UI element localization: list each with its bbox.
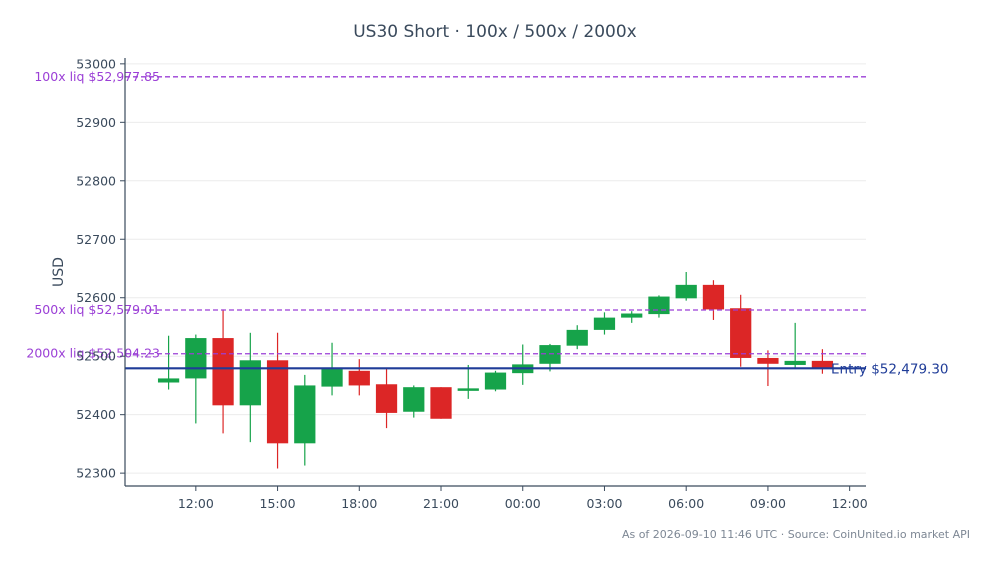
y-tick-label: 52500: [76, 349, 116, 364]
candle-body-up: [484, 372, 507, 390]
source-footer: As of 2026-09-10 11:46 UTC · Source: Coi…: [622, 528, 970, 541]
candle-body-up: [566, 329, 588, 346]
gridlines: [125, 63, 866, 474]
candles: [157, 272, 834, 469]
candle-body-down: [430, 387, 452, 419]
x-tick-label: 06:00: [668, 496, 704, 511]
entry-label: Entry $52,479.30: [831, 361, 949, 377]
y-tick-label: 52600: [76, 290, 116, 305]
candle-body-up: [539, 345, 561, 364]
candle-body-up: [185, 338, 207, 379]
candle-body-up: [648, 296, 670, 315]
candle-body-up: [321, 369, 343, 387]
y-tick-label: 52900: [76, 115, 116, 130]
candle-body-up: [784, 360, 806, 365]
axes: 52300 52400 52500 52600 52700 52800 52900 53000…: [76, 56, 867, 511]
candle-body-up: [593, 317, 616, 330]
y-tick-label: 52300: [76, 466, 116, 481]
x-tick-label: 12:00: [832, 496, 868, 511]
y-tick-label: 53000: [76, 56, 116, 71]
candle-body-up: [157, 378, 180, 383]
liquidation-label: 500x liq $52,579.01: [34, 302, 160, 317]
y-axis-label: USD: [51, 257, 67, 287]
candle-body-up: [621, 313, 643, 318]
x-tick-label: 15:00: [260, 496, 296, 511]
candle-body-down: [212, 338, 234, 406]
candle-body-up: [403, 387, 425, 412]
liquidation-label: 100x liq $52,977.85: [34, 69, 160, 84]
candle-body-up: [675, 284, 697, 299]
candle-body-down: [757, 357, 779, 364]
reference-lines: 100x liq $52,977.85 500x liq $52,579.01 20…: [26, 69, 948, 378]
candle-body-down: [702, 284, 725, 310]
candle-body-down: [266, 360, 289, 444]
candle-body-up: [294, 385, 316, 444]
y-tick-label: 52700: [76, 232, 116, 247]
x-tick-label: 12:00: [178, 496, 214, 511]
liquidation-label: 2000x liq $52,504.23: [26, 346, 160, 361]
x-tick-label: 03:00: [586, 496, 622, 511]
candle-body-down: [375, 384, 398, 413]
candle-body-down: [730, 308, 752, 358]
x-tick-label: 09:00: [750, 496, 786, 511]
candle-body-down: [348, 370, 370, 386]
candle-body-up: [239, 360, 261, 406]
y-tick-label: 52400: [76, 407, 116, 422]
y-tick-label: 52800: [76, 173, 116, 188]
x-tick-label: 00:00: [505, 496, 541, 511]
x-tick-label: 21:00: [423, 496, 459, 511]
x-tick-label: 18:00: [341, 496, 377, 511]
candle-body-down: [811, 360, 834, 368]
candle-body-up: [457, 388, 479, 391]
chart-title: US30 Short · 100x / 500x / 2000x: [353, 22, 637, 42]
